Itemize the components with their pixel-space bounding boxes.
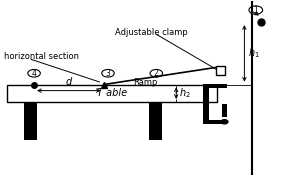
Text: Ramp: Ramp — [133, 78, 158, 87]
Bar — [24, 102, 37, 140]
Bar — [203, 84, 210, 124]
Bar — [203, 84, 227, 88]
Bar — [7, 84, 217, 102]
Bar — [149, 102, 162, 140]
Text: $h_1$: $h_1$ — [248, 46, 260, 60]
Text: 3: 3 — [106, 69, 110, 78]
Bar — [222, 105, 227, 117]
Text: horizontal section: horizontal section — [4, 52, 79, 61]
Text: 2: 2 — [154, 69, 159, 78]
Text: 4: 4 — [32, 69, 36, 78]
Text: T able: T able — [97, 88, 127, 98]
Circle shape — [221, 120, 228, 124]
Text: Adjustable clamp: Adjustable clamp — [115, 28, 188, 37]
Bar — [203, 120, 227, 124]
Text: $d$: $d$ — [65, 75, 74, 87]
Text: 1: 1 — [253, 6, 258, 15]
Text: $h_2$: $h_2$ — [179, 86, 191, 100]
Bar — [216, 66, 224, 75]
